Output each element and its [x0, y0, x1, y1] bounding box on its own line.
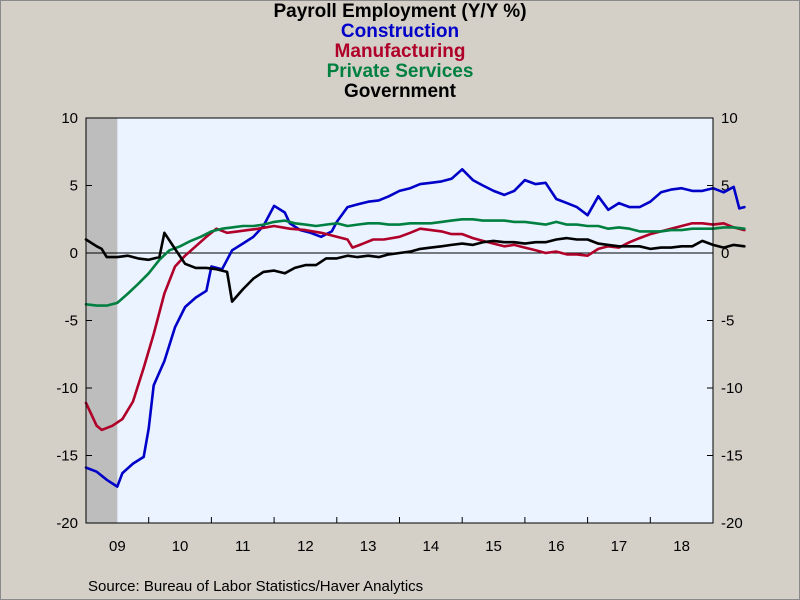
y-tick-label-left: 5 [70, 178, 78, 195]
y-tick-label-left: 10 [61, 110, 78, 127]
plot-area [86, 118, 713, 523]
x-tick-label: 10 [172, 538, 189, 555]
y-tick-label-right: -20 [721, 515, 743, 532]
series-line-construction [84, 168, 746, 488]
chart-titles: Payroll Employment (Y/Y %) Construction … [0, 2, 800, 102]
y-tick-label-right: 0 [721, 245, 729, 262]
x-tick-label: 12 [297, 538, 314, 555]
y-tick-label-right: -15 [721, 448, 743, 465]
series-line-private-services [84, 218, 746, 307]
x-tick-label: 09 [109, 538, 126, 555]
legend-private-services: Private Services [326, 61, 474, 82]
x-tick-label: 11 [235, 538, 251, 555]
y-tick-label-right: 5 [721, 178, 729, 195]
x-tick-label: 16 [548, 538, 565, 555]
y-tick-label-left: -5 [65, 313, 78, 330]
y-tick-label-left: -10 [56, 380, 78, 397]
y-tick-label-left: -15 [56, 448, 78, 465]
x-tick-label: 13 [360, 538, 377, 555]
plot-border [85, 117, 714, 524]
x-tick-label: 15 [485, 538, 502, 555]
x-tick-label: 18 [673, 538, 690, 555]
x-tick-label: 14 [423, 538, 440, 555]
legend-construction: Construction [340, 21, 460, 42]
x-tick-label: 17 [611, 538, 628, 555]
chart-title: Payroll Employment (Y/Y %) [273, 1, 527, 22]
source-note: Source: Bureau of Labor Statistics/Haver… [88, 578, 424, 595]
y-tick-label-right: 10 [721, 110, 738, 127]
y-tick-label-left: 0 [70, 245, 78, 262]
legend-manufacturing: Manufacturing [334, 41, 466, 62]
y-tick-label-left: -20 [56, 515, 78, 532]
y-tick-label-right: -10 [721, 380, 743, 397]
legend-government: Government [344, 81, 456, 102]
series-line-manufacturing [84, 222, 746, 432]
series-line-government [84, 231, 746, 303]
y-tick-label-right: -5 [721, 313, 734, 330]
